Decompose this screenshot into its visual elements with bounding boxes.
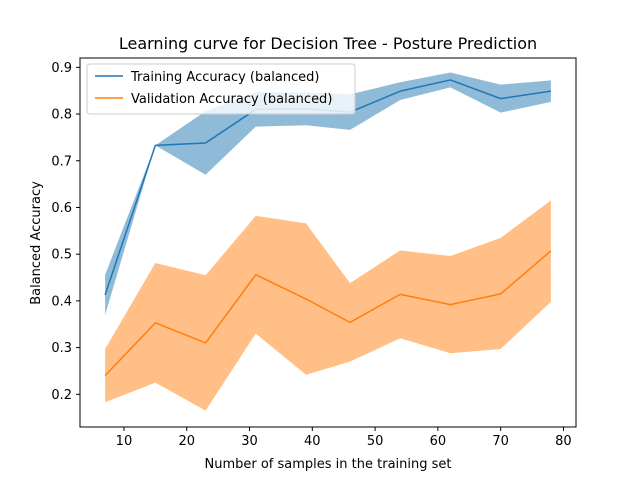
series-line-1 — [104, 250, 552, 377]
legend-box — [86, 63, 356, 115]
legend: Training Accuracy (balanced) Validation … — [86, 63, 356, 115]
confidence-bands — [105, 72, 551, 411]
confidence-band-series-1 — [105, 200, 551, 411]
y-tick-label: 0.5 — [51, 248, 72, 263]
y-axis-label: Balanced Accuracy — [29, 181, 44, 305]
x-axis-label: Number of samples in the training set — [205, 457, 452, 472]
y-tick-label: 0.8 — [51, 108, 72, 123]
legend-label-validation: Validation Accuracy (balanced) — [131, 92, 332, 107]
legend-label-training: Training Accuracy (balanced) — [130, 70, 320, 85]
x-axis-ticks: 10 20 30 40 50 60 70 80 — [116, 427, 572, 449]
y-tick-label: 0.6 — [51, 201, 72, 216]
x-tick-label: 20 — [178, 434, 195, 449]
y-tick-label: 0.2 — [51, 388, 72, 403]
x-tick-label: 60 — [430, 434, 447, 449]
y-tick-label: 0.3 — [51, 341, 72, 356]
plot-frame — [79, 57, 577, 428]
y-tick-label: 0.4 — [51, 294, 72, 309]
x-tick-label: 50 — [367, 434, 384, 449]
chart-title: Learning curve for Decision Tree - Postu… — [119, 34, 537, 53]
x-tick-label: 70 — [492, 434, 509, 449]
x-tick-label: 30 — [241, 434, 258, 449]
x-tick-label: 40 — [304, 434, 321, 449]
y-axis-ticks: 0.2 0.3 0.4 0.5 0.6 0.7 0.8 0.9 — [51, 61, 80, 403]
y-tick-label: 0.7 — [51, 154, 72, 169]
confidence-band-series-0 — [105, 72, 551, 315]
y-tick-label: 0.9 — [51, 61, 72, 76]
x-tick-label: 80 — [555, 434, 572, 449]
x-tick-label: 10 — [116, 434, 133, 449]
